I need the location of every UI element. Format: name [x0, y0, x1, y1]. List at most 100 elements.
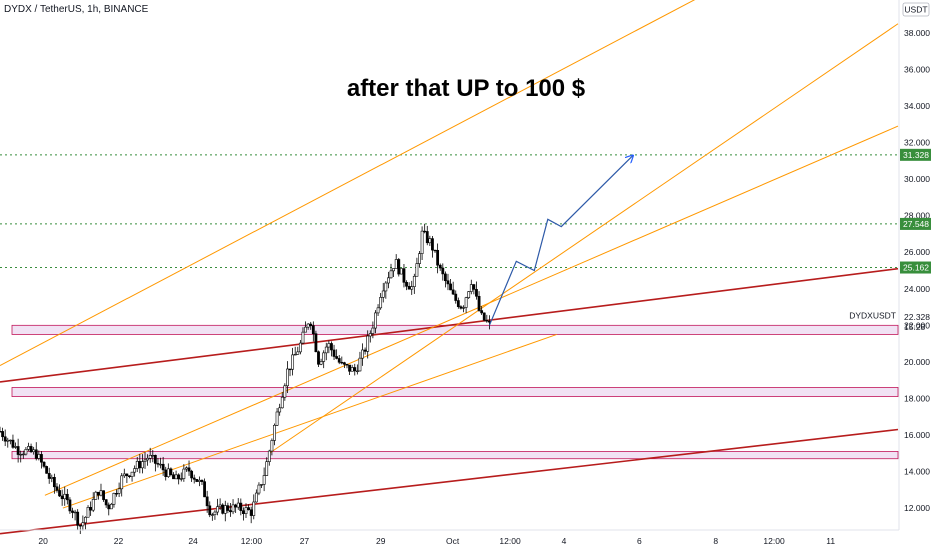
candle-body	[358, 357, 362, 372]
candle-body	[342, 362, 346, 365]
candle-body	[96, 491, 100, 496]
candle-body	[482, 312, 486, 321]
candle-body	[3, 436, 7, 442]
candle	[76, 509, 80, 531]
candle-body	[78, 525, 82, 527]
candle-body	[449, 283, 452, 291]
candle	[174, 470, 178, 480]
candle-body	[218, 504, 222, 507]
candles	[0, 223, 491, 535]
candle	[3, 429, 7, 447]
candle	[102, 490, 105, 502]
candle-body	[288, 368, 292, 371]
candle	[353, 363, 357, 376]
candle-body	[389, 270, 393, 279]
candle	[55, 483, 59, 493]
candle-body	[340, 361, 344, 364]
candle	[104, 499, 108, 508]
candle	[456, 297, 460, 309]
candle	[475, 281, 478, 300]
candle-body	[128, 475, 131, 477]
candle	[148, 447, 152, 463]
candle	[485, 314, 489, 323]
candle	[306, 323, 310, 330]
candle-body	[309, 323, 313, 327]
candle-body	[143, 459, 147, 462]
candle-body	[192, 477, 196, 480]
candle	[68, 497, 72, 514]
y-tick-label: 26.000	[904, 247, 930, 257]
candle	[247, 504, 250, 511]
candle	[469, 279, 473, 295]
candle	[16, 438, 20, 463]
candle	[412, 273, 416, 294]
candle	[371, 321, 375, 339]
candle-body	[273, 424, 276, 441]
candle-body	[73, 511, 77, 514]
candle	[94, 490, 98, 500]
candle-body	[65, 493, 69, 501]
candle	[40, 451, 43, 469]
candle	[130, 471, 134, 482]
candle	[242, 507, 245, 521]
last-price-label: 22.328	[904, 312, 930, 322]
candle	[433, 249, 437, 253]
candle-body	[244, 507, 248, 514]
candle-body	[314, 333, 318, 353]
candle	[213, 510, 217, 520]
candle-body	[247, 507, 250, 511]
candle	[226, 502, 230, 514]
candle	[472, 283, 476, 295]
price-axis: USDT 38.000 36.000 34.000 32.000 30.000 28.000…	[849, 0, 932, 550]
candle-body	[467, 291, 471, 298]
candle-body	[428, 238, 432, 244]
currency-badge-label: USDT	[904, 5, 927, 15]
candle	[345, 363, 349, 369]
candle-body	[337, 358, 341, 363]
candle-body	[102, 490, 105, 500]
candle-body	[141, 461, 144, 469]
candle	[436, 243, 440, 274]
candle-body	[394, 259, 398, 269]
candle-body	[254, 492, 258, 503]
candle	[24, 447, 28, 456]
candle	[159, 457, 162, 469]
candle-body	[21, 453, 25, 456]
x-tick-label: 20	[38, 536, 48, 546]
candle	[374, 310, 377, 334]
candle-body	[257, 484, 261, 494]
candle-body	[371, 327, 375, 334]
candle	[143, 451, 147, 469]
candle-body	[156, 463, 160, 465]
candle-body	[441, 267, 445, 275]
y-tick-label: 36.000	[904, 64, 930, 74]
candle	[192, 474, 196, 484]
candle-body	[166, 468, 170, 477]
candle-body	[27, 446, 30, 450]
candle	[405, 280, 408, 291]
candle-body	[405, 282, 408, 287]
candle-body	[374, 312, 377, 329]
y-tick-label: 20.000	[904, 357, 930, 367]
x-tick-label: 27	[300, 536, 310, 546]
candle	[418, 250, 421, 268]
candle-body	[115, 493, 118, 495]
candle	[210, 512, 214, 521]
candle-body	[480, 310, 484, 314]
candle	[236, 498, 240, 510]
candle	[14, 442, 17, 449]
candle	[319, 358, 323, 366]
candle-body	[249, 509, 253, 516]
candle	[389, 263, 393, 279]
candle	[376, 304, 380, 317]
candle	[11, 434, 15, 449]
candle-body	[84, 516, 87, 523]
candle	[265, 457, 269, 476]
candle	[223, 500, 227, 522]
candle-body	[350, 367, 354, 372]
candle-body	[229, 510, 232, 513]
candle-body	[208, 505, 212, 516]
candle-body	[407, 285, 411, 290]
candle-body	[161, 463, 165, 471]
